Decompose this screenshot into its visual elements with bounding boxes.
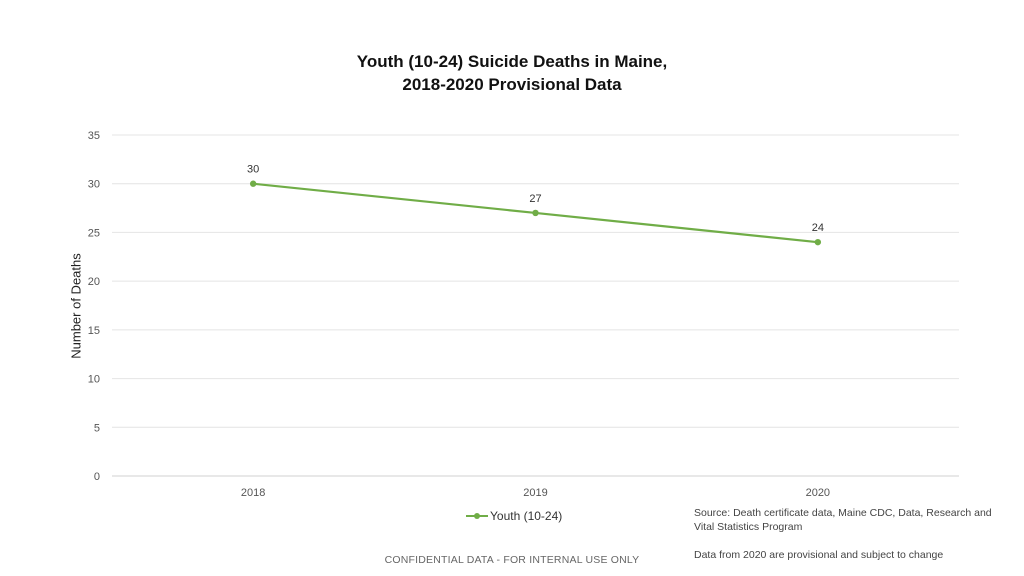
legend-swatch <box>466 511 488 521</box>
data-point <box>532 209 539 217</box>
data-label: 30 <box>247 164 259 176</box>
data-label: 24 <box>812 222 824 234</box>
legend: Youth (10-24) <box>466 509 562 523</box>
chart-title-line-2: 2018-2020 Provisional Data <box>402 75 622 94</box>
data-point <box>814 238 822 246</box>
y-tick-label: 15 <box>88 325 100 337</box>
y-tick-label: 25 <box>88 227 100 239</box>
data-point <box>249 180 257 187</box>
source-note: Source: Death certificate data, Maine CD… <box>694 507 992 533</box>
data-label: 27 <box>529 193 541 205</box>
x-tick-label: 2018 <box>241 487 265 499</box>
y-tick-label: 0 <box>94 471 100 483</box>
y-tick-label: 30 <box>88 179 100 191</box>
x-tick-label: 2019 <box>523 487 547 499</box>
y-tick-label: 5 <box>94 422 100 434</box>
y-tick-label: 10 <box>88 374 100 386</box>
confidential-footer: CONFIDENTIAL DATA - FOR INTERNAL USE ONL… <box>384 554 640 566</box>
legend-label: Youth (10-24) <box>490 509 563 523</box>
y-tick-label: 35 <box>88 130 100 142</box>
chart-title-line-1: Youth (10-24) Suicide Deaths in Maine, <box>356 52 668 71</box>
y-tick-label: 20 <box>88 276 100 288</box>
x-tick-label: 2020 <box>806 487 830 499</box>
provisional-note: Data from 2020 are provisional and subje… <box>694 549 944 561</box>
chart-title: Youth (10-24) Suicide Deaths in Maine, 2… <box>0 50 1024 96</box>
